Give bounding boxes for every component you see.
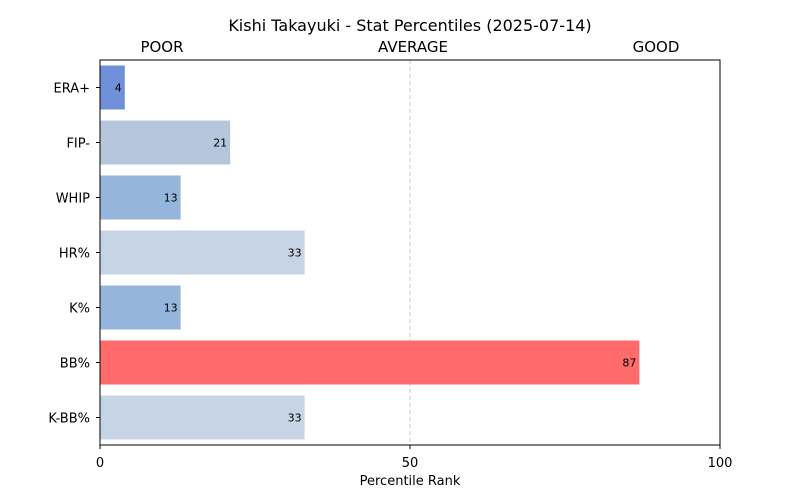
bar-value-label: 33 — [288, 412, 302, 425]
bar-value-label: 87 — [622, 357, 636, 370]
x-tick-label: 50 — [402, 456, 419, 471]
x-tick-label: 100 — [708, 456, 733, 471]
bar-value-label: 33 — [288, 247, 302, 260]
bar-fip- — [100, 120, 231, 165]
bar-value-label: 13 — [164, 192, 178, 205]
bar-whip — [100, 175, 181, 220]
y-tick-label: ERA+ — [53, 82, 90, 97]
zone-label-good: GOOD — [633, 38, 680, 56]
x-tick-label: 0 — [96, 456, 104, 471]
y-tick-label: K% — [69, 302, 90, 317]
y-tick-label: HR% — [59, 247, 90, 262]
x-axis-label: Percentile Rank — [360, 474, 461, 489]
bar-era- — [100, 65, 125, 110]
y-tick-label: WHIP — [56, 192, 90, 207]
bar-bb- — [100, 340, 640, 385]
zone-label-average: AVERAGE — [378, 38, 448, 56]
bar-value-label: 13 — [164, 302, 178, 315]
plot-area: 4 ERA+ 21 FIP- 13 WHIP 33 HR% 13 K% 87 BB% 33 K-BB% 0 5… — [48, 59, 733, 471]
chart-title: Kishi Takayuki - Stat Percentiles (2025-… — [228, 16, 591, 35]
plot-frame — [99, 59, 721, 446]
bar-k- — [100, 285, 181, 330]
bar-k-bb- — [100, 395, 305, 440]
y-tick-label: K-BB% — [48, 412, 90, 427]
bar-value-label: 4 — [115, 82, 122, 95]
zone-label-poor: POOR — [140, 38, 183, 56]
bar-value-label: 21 — [213, 137, 227, 150]
bar-hr- — [100, 230, 305, 275]
y-tick-label: BB% — [60, 357, 90, 372]
y-tick-label: FIP- — [66, 137, 90, 152]
